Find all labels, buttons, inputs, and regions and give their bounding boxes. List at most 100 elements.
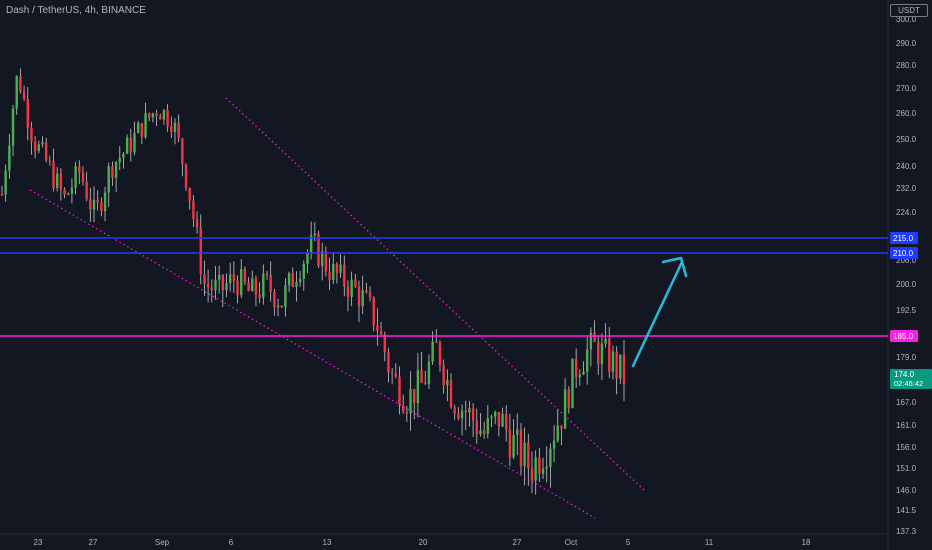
candle-body xyxy=(148,113,151,118)
candle-body xyxy=(552,440,556,449)
candle-body xyxy=(74,166,77,188)
y-tick-label: 141.5 xyxy=(896,506,917,515)
candle-body xyxy=(170,126,173,133)
candle-body xyxy=(346,286,350,298)
candle-body xyxy=(585,349,589,372)
candle-body xyxy=(376,325,379,332)
candle-body xyxy=(195,219,199,228)
candle-body xyxy=(512,435,515,458)
candle-body xyxy=(339,264,342,273)
candle-body xyxy=(401,405,405,412)
candle-body xyxy=(217,275,221,280)
x-tick-label: Oct xyxy=(565,538,578,547)
candle-body xyxy=(210,287,213,291)
x-tick-label: 5 xyxy=(626,538,631,547)
candle-body xyxy=(317,233,320,266)
candle-body xyxy=(92,199,96,210)
x-tick-label: Sep xyxy=(155,538,170,547)
candle-body xyxy=(427,361,431,384)
x-tick-label: 11 xyxy=(705,538,714,547)
upper-trendline xyxy=(225,97,645,491)
candle-body xyxy=(446,380,449,386)
candle-body xyxy=(306,252,309,264)
candle-body xyxy=(22,91,26,99)
candle-body xyxy=(486,418,490,434)
candle-body xyxy=(313,233,317,236)
y-tick-label: 167.0 xyxy=(896,398,917,407)
candle-body xyxy=(505,413,508,430)
y-tick-label: 240.0 xyxy=(896,162,917,171)
x-tick-label: 13 xyxy=(323,538,332,547)
candle-body xyxy=(600,343,604,365)
candle-body xyxy=(490,416,493,419)
candle-body xyxy=(265,273,269,275)
candle-body xyxy=(457,413,460,419)
candle-body xyxy=(111,166,114,178)
y-tick-label: 179.0 xyxy=(896,353,917,362)
candle-body xyxy=(302,263,305,280)
candle-body xyxy=(129,137,133,153)
level-tag xyxy=(890,247,918,259)
candle-body xyxy=(442,364,445,386)
candle-body xyxy=(582,371,585,375)
candle-body xyxy=(118,157,121,163)
candle-body xyxy=(527,442,530,469)
candle-body xyxy=(181,138,184,165)
candle-body xyxy=(523,442,526,467)
candle-body xyxy=(611,351,615,372)
chart-title: Dash / TetherUS, 4h, BINANCE xyxy=(6,5,146,16)
y-tick-label: 300.0 xyxy=(896,15,917,24)
x-tick-label: 27 xyxy=(89,538,98,547)
y-tick-label: 250.0 xyxy=(896,135,917,144)
candle-body xyxy=(350,279,353,298)
candle-body xyxy=(335,263,339,273)
candle-body xyxy=(125,137,129,154)
candle-body xyxy=(41,142,44,145)
candle-body xyxy=(420,369,423,383)
candle-body xyxy=(615,351,618,379)
candle-body xyxy=(173,122,177,133)
candle-body xyxy=(460,410,464,419)
candle-body xyxy=(328,271,331,281)
candle-body xyxy=(11,108,15,146)
candle-body xyxy=(295,282,298,287)
y-tick-label: 192.5 xyxy=(896,306,917,315)
candle-body xyxy=(464,410,467,413)
candle-body xyxy=(96,199,99,203)
candle-body xyxy=(398,376,401,406)
candle-body xyxy=(114,162,118,178)
y-tick-label: 280.0 xyxy=(896,61,917,70)
candle-body xyxy=(78,166,81,173)
candle-body xyxy=(184,164,188,189)
candle-body xyxy=(424,382,427,384)
candle-body xyxy=(379,331,383,335)
candle-body xyxy=(81,172,85,182)
candle-body xyxy=(214,279,217,291)
level-tag-label: 185.0 xyxy=(893,332,914,341)
candle-body xyxy=(471,408,475,421)
currency-badge[interactable]: USDT xyxy=(890,4,928,17)
candle-body xyxy=(67,193,70,195)
level-tag-label: 210.0 xyxy=(893,249,914,258)
candle-body xyxy=(291,273,294,287)
candle-body xyxy=(567,389,570,408)
candle-body xyxy=(519,429,523,467)
candle-body xyxy=(70,187,74,194)
candle-body xyxy=(390,372,394,374)
candle-body xyxy=(48,160,52,162)
candle-body xyxy=(361,290,364,307)
candle-body xyxy=(225,283,228,291)
y-tick-label: 208.0 xyxy=(896,256,917,265)
candle-body xyxy=(33,141,37,151)
candle-body xyxy=(199,227,202,275)
x-tick-label: 18 xyxy=(802,538,811,547)
candle-body xyxy=(357,286,361,307)
candle-body xyxy=(394,373,398,377)
candle-body xyxy=(298,279,302,283)
candle-body xyxy=(162,110,166,120)
candle-body xyxy=(416,369,420,404)
candle-body xyxy=(493,411,497,417)
candle-body xyxy=(438,342,442,365)
candle-body xyxy=(405,411,409,414)
